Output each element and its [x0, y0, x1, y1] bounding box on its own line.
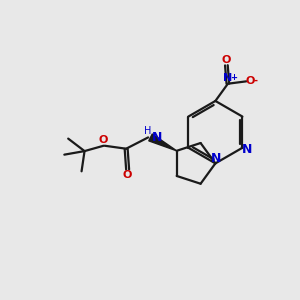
Polygon shape — [149, 134, 177, 151]
Text: O: O — [99, 135, 108, 146]
Text: O: O — [222, 55, 231, 65]
Text: N: N — [152, 131, 162, 144]
Text: H: H — [145, 126, 152, 136]
Text: -: - — [253, 76, 257, 86]
Text: +: + — [230, 73, 237, 82]
Text: O: O — [123, 170, 132, 181]
Text: O: O — [245, 76, 255, 86]
Text: N: N — [242, 143, 252, 156]
Text: N: N — [223, 73, 232, 83]
Text: N: N — [211, 152, 221, 164]
